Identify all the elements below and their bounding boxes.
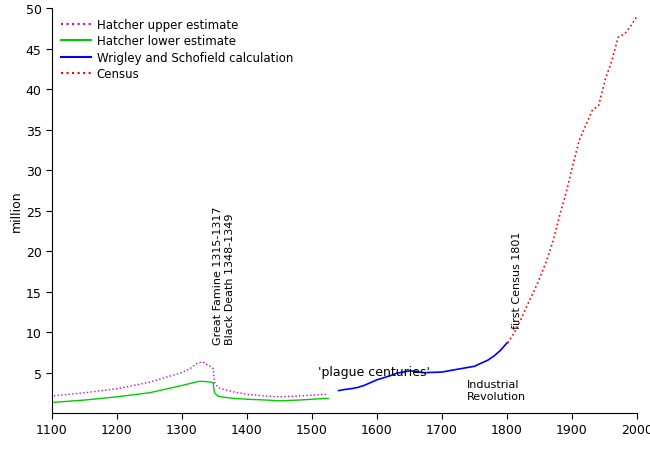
Text: 'plague centuries': 'plague centuries' xyxy=(318,365,430,378)
Text: Great Famine 1315-1317
Black Death 1348-1349: Great Famine 1315-1317 Black Death 1348-… xyxy=(213,206,235,344)
Text: Industrial
Revolution: Industrial Revolution xyxy=(467,380,526,401)
Legend: Hatcher upper estimate, Hatcher lower estimate, Wrigley and Schofield calculatio: Hatcher upper estimate, Hatcher lower es… xyxy=(58,15,297,84)
Y-axis label: million: million xyxy=(10,190,23,232)
Text: first Census 1801: first Census 1801 xyxy=(512,231,522,328)
